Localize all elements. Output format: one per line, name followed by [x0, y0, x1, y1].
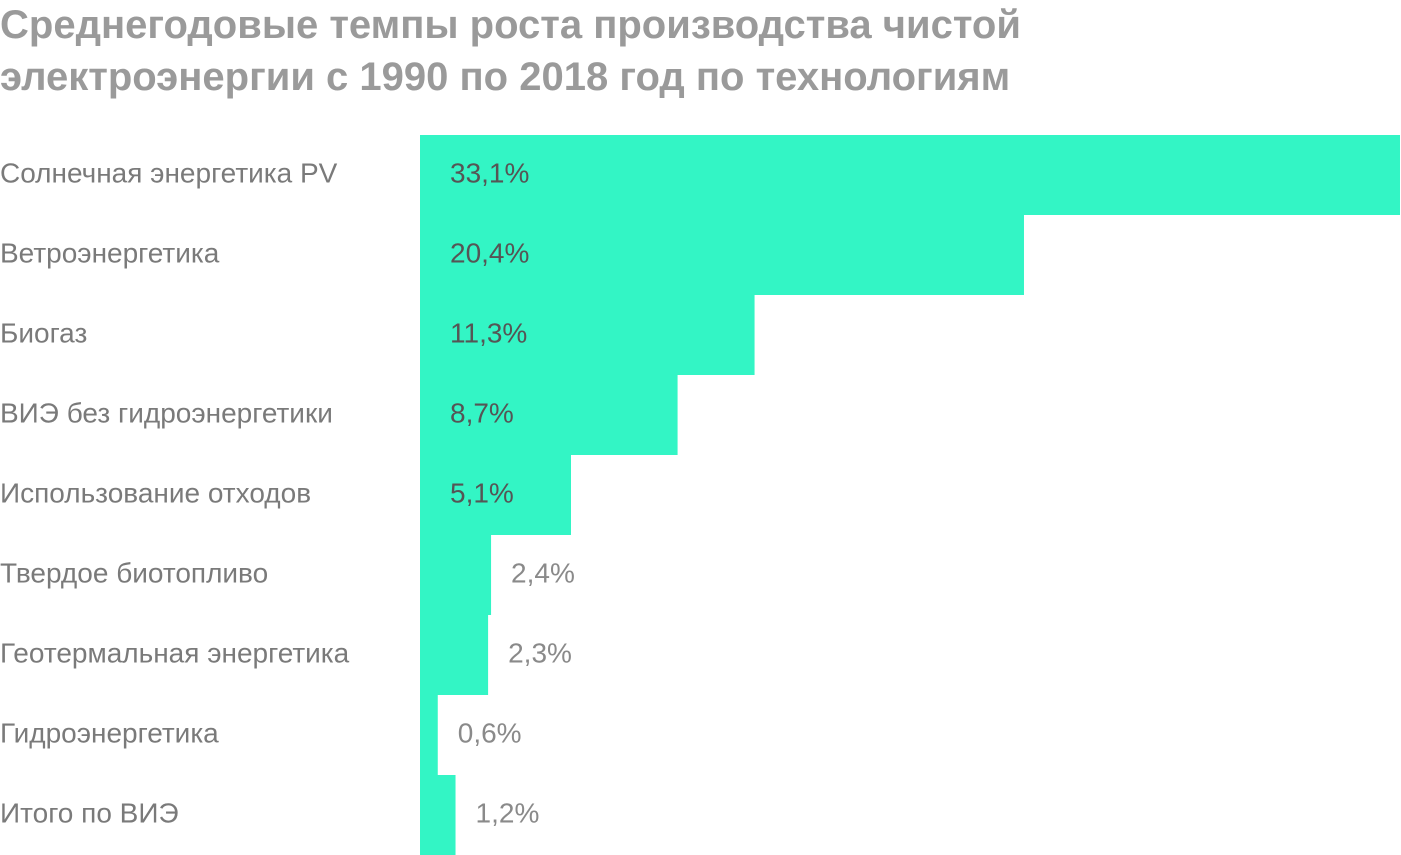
value-label: 2,4% — [511, 557, 575, 588]
value-label: 5,1% — [450, 477, 514, 508]
value-label: 1,2% — [476, 797, 540, 828]
category-label: Геотермальная энергетика — [0, 637, 350, 668]
value-label: 11,3% — [450, 317, 527, 348]
chart-title: Среднегодовые темпы роста производства ч… — [0, 3, 1021, 47]
chart-title: электроэнергии с 1990 по 2018 год по тех… — [0, 55, 1010, 99]
bar — [420, 375, 678, 455]
category-label: Биогаз — [0, 317, 87, 348]
value-label: 2,3% — [508, 637, 572, 668]
bar — [420, 535, 492, 615]
category-label: Ветроэнергетика — [0, 237, 220, 268]
bar — [420, 295, 755, 375]
bar — [420, 135, 1400, 215]
bar — [420, 695, 438, 775]
value-label: 33,1% — [450, 157, 529, 188]
bar — [420, 615, 489, 695]
value-label: 8,7% — [450, 397, 514, 428]
bar — [420, 215, 1024, 295]
bar — [420, 455, 571, 535]
category-label: Твердое биотопливо — [0, 557, 268, 588]
value-label: 20,4% — [450, 237, 529, 268]
category-label: Использование отходов — [0, 477, 311, 508]
bar — [420, 775, 456, 855]
category-label: Итого по ВИЭ — [0, 797, 179, 828]
category-label: Солнечная энергетика PV — [0, 157, 338, 188]
value-label: 0,6% — [458, 717, 522, 748]
category-label: ВИЭ без гидроэнергетики — [0, 397, 333, 428]
category-label: Гидроэнергетика — [0, 717, 219, 748]
